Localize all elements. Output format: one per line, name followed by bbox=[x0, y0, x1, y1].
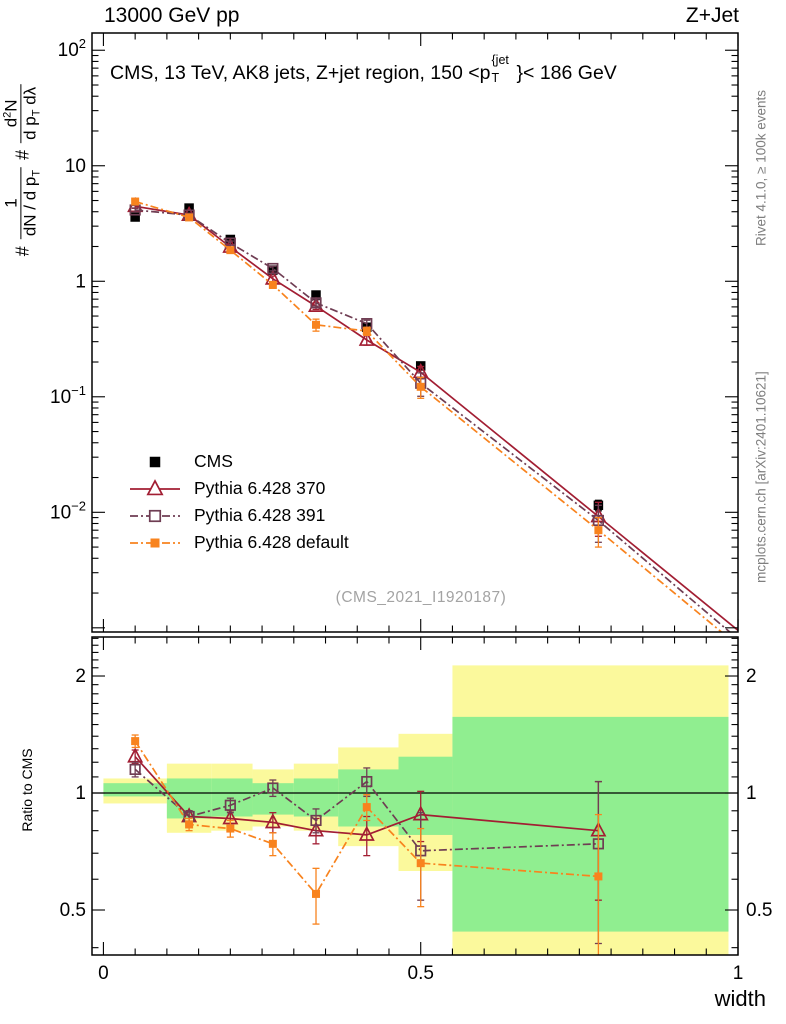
main-frame bbox=[91, 32, 739, 633]
series-pythia-391-main bbox=[129, 204, 732, 632]
rivet-version-credit: Rivet 4.1.0, ≥ 100k events bbox=[753, 90, 769, 246]
ylabel-hash-1: # bbox=[12, 246, 33, 257]
legend-item-pythia-370: Pythia 6.428 370 bbox=[128, 475, 349, 502]
series-pythia-370-main bbox=[127, 197, 738, 632]
legend-marker-pythia-default bbox=[130, 538, 180, 547]
legend-item-pythia-default: Pythia 6.428 default bbox=[128, 529, 349, 556]
svg-text:1: 1 bbox=[75, 783, 86, 804]
ylabel-fraction-1: 1 dN / d pT bbox=[1, 166, 44, 240]
legend: CMS Pythia 6.428 370 Pythia 6.428 391 Pythi… bbox=[128, 448, 349, 556]
svg-text:1: 1 bbox=[733, 963, 744, 984]
series-pythia-default-main bbox=[131, 197, 723, 632]
legend-marker-cms bbox=[149, 456, 161, 467]
ylabel-fraction-2: d2N d pT dλ bbox=[1, 83, 44, 143]
svg-text:1: 1 bbox=[746, 783, 757, 804]
process-label: Z+Jet bbox=[685, 4, 739, 27]
x-axis-label: width bbox=[714, 986, 766, 1011]
ratio-y-axis-label: Ratio to CMS bbox=[19, 748, 35, 832]
band-green-bin-0 bbox=[103, 783, 167, 797]
uncertainty-bands bbox=[103, 665, 729, 955]
ratio-frame bbox=[91, 636, 739, 956]
pt-superscript: {jet bbox=[491, 53, 509, 67]
legend-label-pythia-default: Pythia 6.428 default bbox=[194, 532, 349, 552]
svg-text:102: 102 bbox=[58, 36, 86, 61]
svg-text:2: 2 bbox=[746, 666, 757, 687]
beam-energy-label: 13000 GeV pp bbox=[104, 4, 240, 27]
plot-title-prefix: CMS, 13 TeV, AK8 jets, Z+jet region, 150… bbox=[110, 62, 491, 84]
analysis-id-watermark: (CMS_2021_I1920187) bbox=[335, 589, 507, 606]
axis-ticks bbox=[92, 33, 739, 955]
band-green-bin-6 bbox=[398, 756, 453, 835]
legend-label-pythia-391: Pythia 6.428 391 bbox=[194, 505, 326, 525]
pt-jet-stack: {jet T bbox=[491, 53, 517, 85]
band-green-bin-7 bbox=[452, 716, 729, 932]
series-pythia-default-ratio bbox=[131, 734, 603, 955]
legend-item-cms: CMS bbox=[128, 448, 349, 475]
legend-label-cms: CMS bbox=[194, 451, 233, 471]
main-y-axis-label: # 1 dN / d pT # d2N d pT dλ bbox=[1, 83, 44, 257]
plot-title: CMS, 13 TeV, AK8 jets, Z+jet region, 150… bbox=[110, 53, 617, 85]
legend-item-pythia-391: Pythia 6.428 391 bbox=[128, 502, 349, 529]
svg-text:0.5: 0.5 bbox=[408, 963, 434, 984]
svg-text:10−2: 10−2 bbox=[50, 498, 86, 523]
svg-text:0.5: 0.5 bbox=[746, 900, 772, 921]
svg-text:0: 0 bbox=[98, 963, 109, 984]
band-green-bin-5 bbox=[338, 769, 399, 827]
plot-title-suffix: }< 186 GeV bbox=[516, 62, 617, 84]
svg-text:2: 2 bbox=[75, 666, 86, 687]
legend-label-pythia-370: Pythia 6.428 370 bbox=[194, 478, 326, 498]
svg-text:10−1: 10−1 bbox=[50, 383, 86, 408]
ylabel-hash-2: # bbox=[12, 149, 33, 160]
mcplots-credit: mcplots.cern.ch [arXiv:2401.10621] bbox=[753, 371, 769, 583]
legend-marker-pythia-370 bbox=[130, 478, 180, 495]
legend-marker-pythia-391 bbox=[130, 509, 180, 522]
svg-text:10: 10 bbox=[65, 156, 86, 177]
pt-subscript: T bbox=[491, 71, 500, 85]
svg-text:1: 1 bbox=[75, 271, 86, 292]
svg-text:0.5: 0.5 bbox=[60, 900, 86, 921]
